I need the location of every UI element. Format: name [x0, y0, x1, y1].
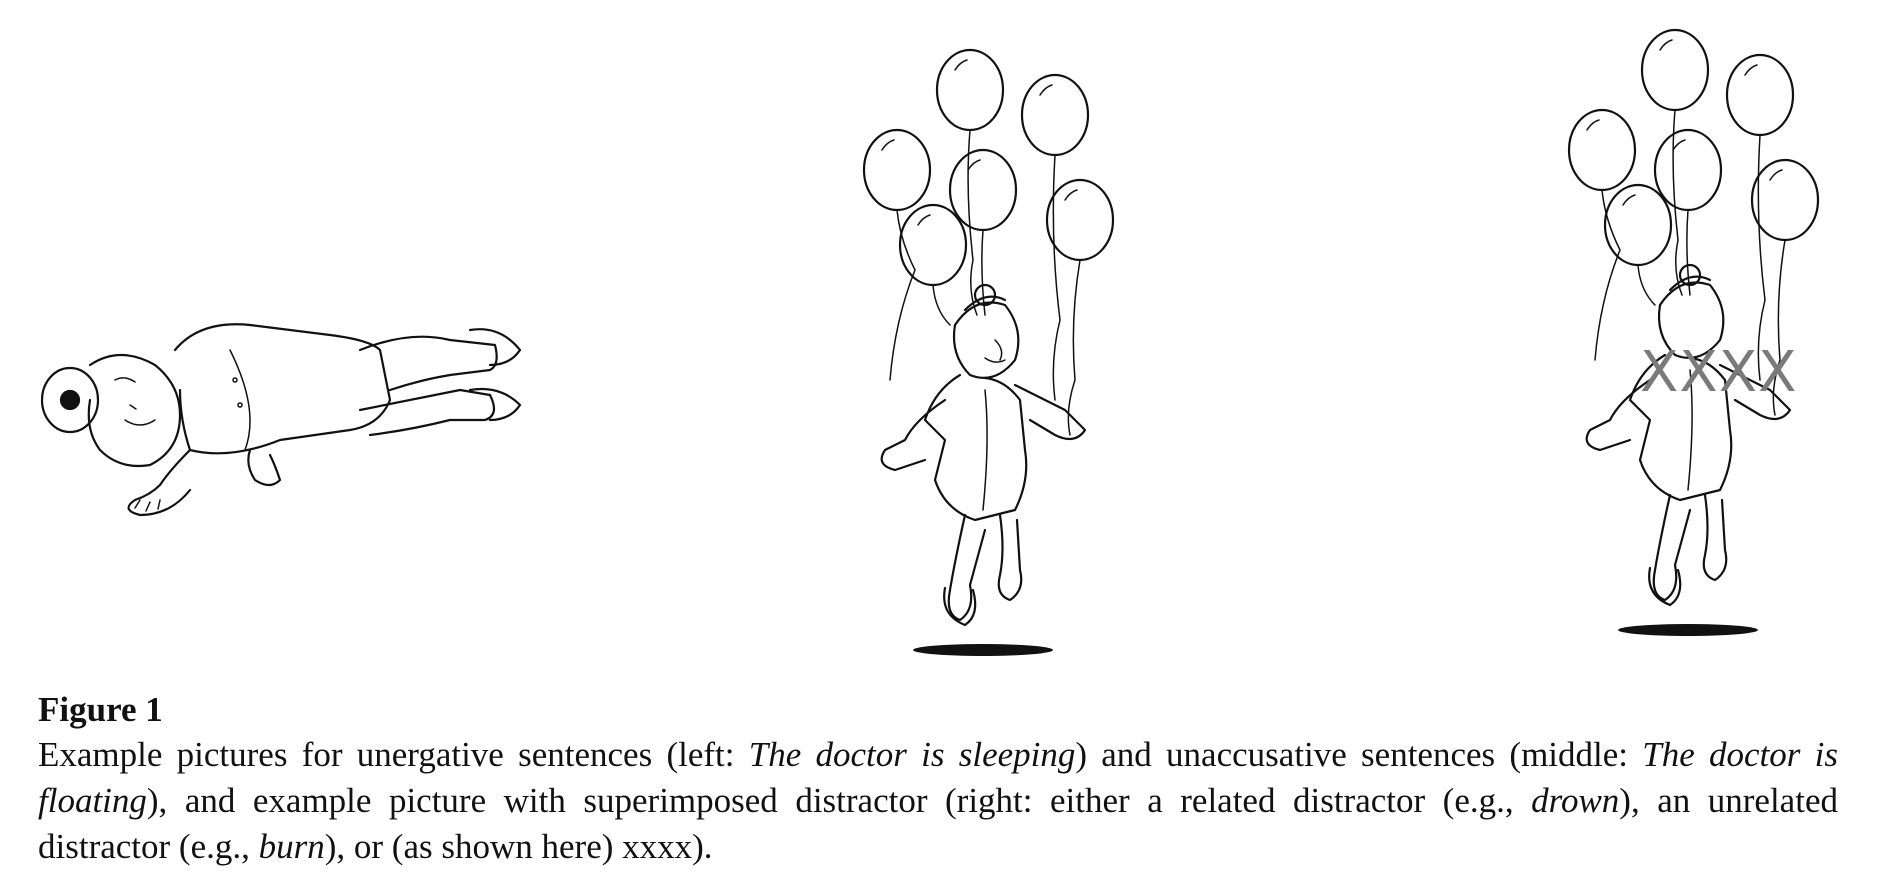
caption-segment: ), an unrelated distractor (e.g., [38, 781, 1838, 866]
figure-caption: Figure 1 Example pictures for unergative… [38, 688, 1838, 870]
example-related-distractor: drown [1531, 781, 1620, 820]
floating-doctor-distractor-illustration [1567, 28, 1820, 636]
distractor-doctor-picture: XXXX [1560, 20, 1850, 660]
caption-segment: ), and example picture with superimposed… [146, 781, 1532, 820]
example-sentence-middle: The doctor is floating [38, 735, 1838, 820]
sleeping-doctor-illustration [40, 323, 522, 517]
figure-images: XXXX [30, 20, 1850, 680]
balloon-group [1567, 28, 1820, 267]
floating-doctor-illustration [862, 48, 1115, 656]
caption-segment: ) and unaccusative sentences (middle: [1075, 735, 1643, 774]
figure-label: Figure 1 [38, 690, 163, 729]
caption-segment: ), or (as shown here) xxxx). [324, 827, 713, 866]
caption-segment: Example pictures for unergative sentence… [38, 735, 749, 774]
floating-doctor-picture [855, 40, 1145, 680]
example-sentence-left: The doctor is sleeping [748, 735, 1076, 774]
sleeping-doctor-picture [30, 290, 530, 540]
example-unrelated-distractor: burn [258, 827, 325, 866]
caption-text: Example pictures for unergative sentence… [38, 732, 1838, 870]
superimposed-distractor: XXXX [1640, 340, 1798, 405]
balloon-group [862, 48, 1115, 287]
